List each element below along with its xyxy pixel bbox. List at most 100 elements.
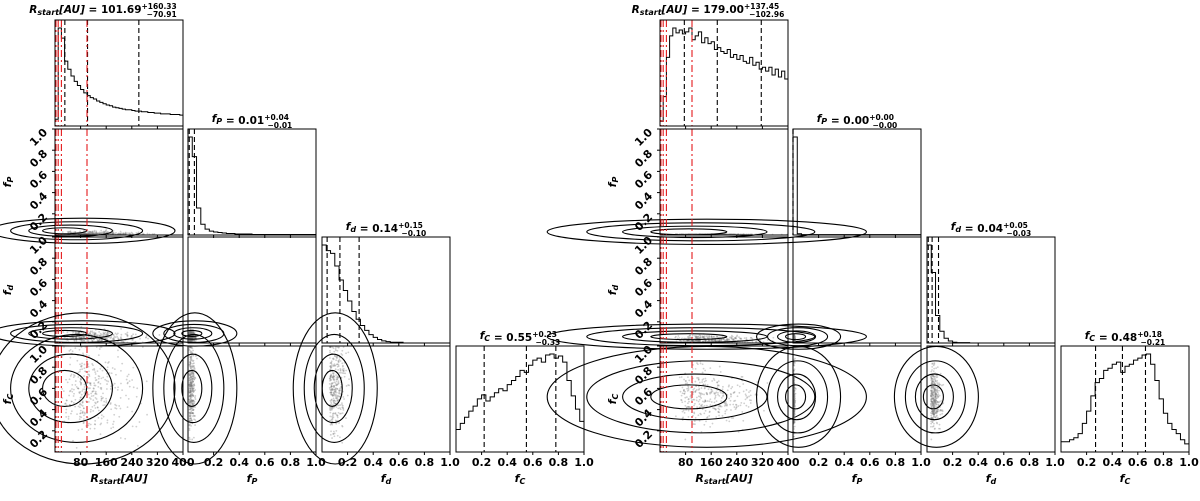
scatter-points [328,346,351,444]
x-tick-label: 1.0 [440,456,460,469]
x-tick-label: 0.4 [363,456,383,469]
x-tick-label: 1.0 [911,456,931,469]
y-axis-label: fC [606,394,620,405]
x-tick-label: 0.6 [1128,456,1148,469]
panel-frame [659,236,789,344]
x-tick-label: 0.4 [834,456,854,469]
x-tick-label: 0.8 [281,456,301,469]
x-axis-label: fC [1120,472,1131,486]
panel-frame [54,128,184,236]
x-tick-label: 400 [777,456,800,469]
y-tick-label: 1.0 [632,126,655,149]
panel-frame [187,236,317,344]
scatter-points [929,362,945,441]
contour-level-1 [622,330,768,343]
histogram-f_d [321,244,450,344]
panel-frame [54,345,184,453]
contour-level-0 [785,384,807,410]
contour-level-0 [650,333,728,341]
panel-frame [659,19,789,127]
y-tick-label: 0.2 [27,211,50,234]
y-tick-label: 0.2 [632,319,655,342]
x-tick-label: 160 [700,456,723,469]
x-axis-label: fC [515,472,526,486]
y-tick-label: 0.6 [27,276,50,299]
x-tick-label: 0.8 [415,456,435,469]
y-tick-label: 0.4 [27,297,50,320]
y-axis-label: fC [1,394,15,405]
x-tick-label: 0.2 [472,456,492,469]
panel-title: Rstart[AU] = 179.00+137.45 −102.96 [632,2,785,19]
panel-frame [321,345,451,453]
panel-frame [455,345,585,453]
histogram-f_c [1060,353,1190,452]
panel-3-2: 0.2 0.4 0.6 0.8 1.0 [893,345,1065,469]
panel-frame [321,236,451,344]
y-tick-label: 0.2 [27,428,50,451]
panel-frame [187,128,317,236]
panel-frame [926,236,1056,344]
contour-level-3 [546,345,867,448]
panel-3-1: 0.2 0.4 0.6 0.8 1.0 [756,345,931,469]
x-axis-label: Rstart[AU] [90,472,147,486]
y-tick-label: 1.0 [632,234,655,257]
contour-level-3 [292,312,378,465]
x-tick-label: 0.4 [497,456,517,469]
contour-level-1 [173,327,213,340]
panel-1-0: 0.20.40.60.81.0 fP [0,126,184,244]
x-tick-label: 0.6 [994,456,1014,469]
panel-frame [659,345,789,453]
contour-level-1 [777,330,817,343]
contour-level-0 [785,333,807,341]
panel-frame [926,345,1056,453]
y-tick-label: 0.4 [632,297,655,320]
panel-2-1 [152,236,317,347]
x-tick-label: 240 [120,456,143,469]
x-tick-label: 80 [678,456,694,469]
contour-level-1 [173,353,213,424]
y-tick-label: 1.0 [27,343,50,366]
y-tick-label: 0.4 [27,189,50,212]
panel-3-3: fC = 0.55+0.23 −0.33 0.2 0.4 0.6 0.8 1.0 [455,330,594,469]
x-tick-label: 0.2 [943,456,963,469]
contour-level-1 [622,373,768,421]
x-tick-label: 1.0 [1045,456,1065,469]
y-tick-label: 0.8 [27,147,50,170]
x-tick-label: 0.8 [886,456,906,469]
panel-title: Rstart[AU] = 101.69+160.33 −70.91 [29,2,177,19]
y-axis-label: fP [1,177,15,188]
y-axis-label: fP [606,177,620,188]
y-tick-label: 0.8 [27,364,50,387]
contour-level-0 [42,369,88,407]
panel-3-0: 80 160 240 320 400 0.2 0.4 0.6 0.8 1.0 fC [546,343,867,469]
histogram-f_d [926,244,1055,344]
histogram-f_p [187,136,317,236]
y-tick-label: 1.0 [27,126,50,149]
scatter-points [188,346,198,443]
y-tick-label: 0.4 [632,189,655,212]
y-tick-label: 0.6 [27,168,50,191]
histogram-f_p [792,136,922,236]
x-tick-label: 0.6 [860,456,880,469]
panel-frame [1060,345,1190,453]
contour-level-3 [546,323,867,350]
x-tick-label: 0.2 [338,456,358,469]
panel-2-1 [756,236,922,350]
panel-2-2: fd = 0.14+0.15 −0.10 [321,221,451,346]
contour-level-1 [777,373,817,421]
panel-frame [187,345,317,453]
contour-level-2 [586,360,816,434]
contour-level-2 [904,360,966,434]
x-axis-label: fP [247,472,258,486]
contour-level-2 [767,360,829,434]
contour-level-1 [28,327,113,340]
panel-3-1: 0.2 0.4 0.6 0.8 1.0 [152,312,326,469]
x-tick-label: 0.4 [229,456,249,469]
panel-title: fd = 0.04+0.05 −0.03 [951,221,1031,238]
panel-frame [659,128,789,236]
contour-level-3 [546,218,867,245]
contour-level-1 [28,353,113,424]
histogram-f_c [455,353,585,452]
contour-level-2 [10,323,144,344]
contour-level-2 [163,333,225,443]
